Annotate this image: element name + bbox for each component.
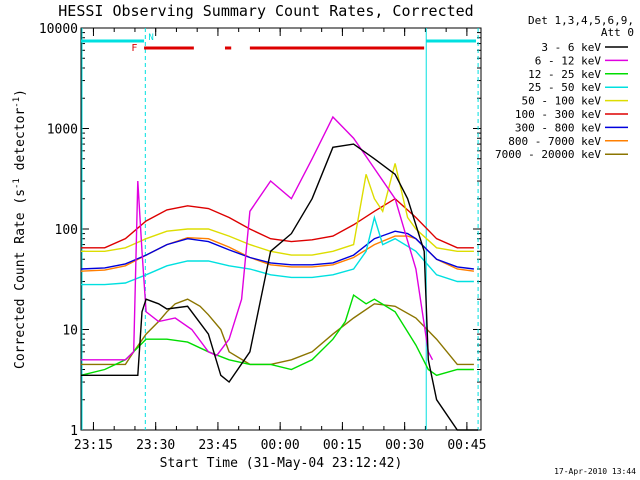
legend-label: 12 - 25 keV [528, 68, 601, 81]
chart-title: HESSI Observing Summary Count Rates, Cor… [58, 2, 473, 20]
legend-label: 50 - 100 keV [522, 95, 602, 108]
y-axis-label: Corrected Count Rate (s-1 detector-1) [12, 89, 28, 369]
legend-label: 6 - 12 keV [535, 54, 602, 67]
legend-label: 100 - 300 keV [515, 108, 601, 121]
y-tick-label: 1000 [47, 123, 78, 138]
x-tick-label: 23:15 [74, 438, 113, 453]
series-line-2 [80, 293, 474, 377]
x-tick-label: 00:30 [385, 438, 424, 453]
legend-label: 800 - 7000 keV [508, 135, 601, 148]
axis-ticks [81, 28, 481, 431]
y-tick-label: 10000 [39, 22, 78, 37]
time-marker-lines [81, 28, 479, 430]
legend-header-line2: Att 0 [601, 26, 634, 39]
x-axis-label: Start Time (31-May-04 23:12:42) [160, 456, 403, 471]
series-lines [80, 115, 479, 431]
x-tick-label: 00:15 [323, 438, 362, 453]
series-line-1 [81, 115, 434, 361]
flare-flag-label: F [131, 43, 137, 54]
x-tick-label: 00:45 [447, 438, 486, 453]
x-tick-label: 00:00 [261, 438, 300, 453]
y-axis-tick-labels: 1 10 100 1000 10000 [39, 22, 78, 439]
x-tick-label: 23:45 [198, 438, 237, 453]
legend-label: 7000 - 20000 keV [495, 148, 601, 161]
y-tick-label: 10 [62, 324, 78, 339]
series-line-3 [81, 214, 474, 286]
saa-flag-label: N [148, 33, 153, 43]
legend-label: 3 - 6 keV [541, 41, 601, 54]
footer-date: 17-Apr-2010 13:44 [554, 467, 636, 476]
y-tick-label: 1 [70, 424, 78, 439]
series-line-8 [81, 298, 474, 366]
series-line-4 [81, 163, 474, 256]
x-tick-label: 23:30 [136, 438, 175, 453]
series-line-6 [80, 230, 474, 270]
y-tick-label: 100 [55, 223, 78, 238]
legend-header-line1: Det 1,3,4,5,6,9, [528, 14, 634, 27]
flag-bars: NF [81, 33, 477, 54]
legend-label: 25 - 50 keV [528, 81, 601, 94]
x-axis-tick-labels: 23:15 23:30 23:45 00:00 00:15 00:30 00:45 [74, 438, 487, 453]
legend-label: 300 - 800 keV [515, 121, 601, 134]
series-line-0 [81, 143, 479, 431]
